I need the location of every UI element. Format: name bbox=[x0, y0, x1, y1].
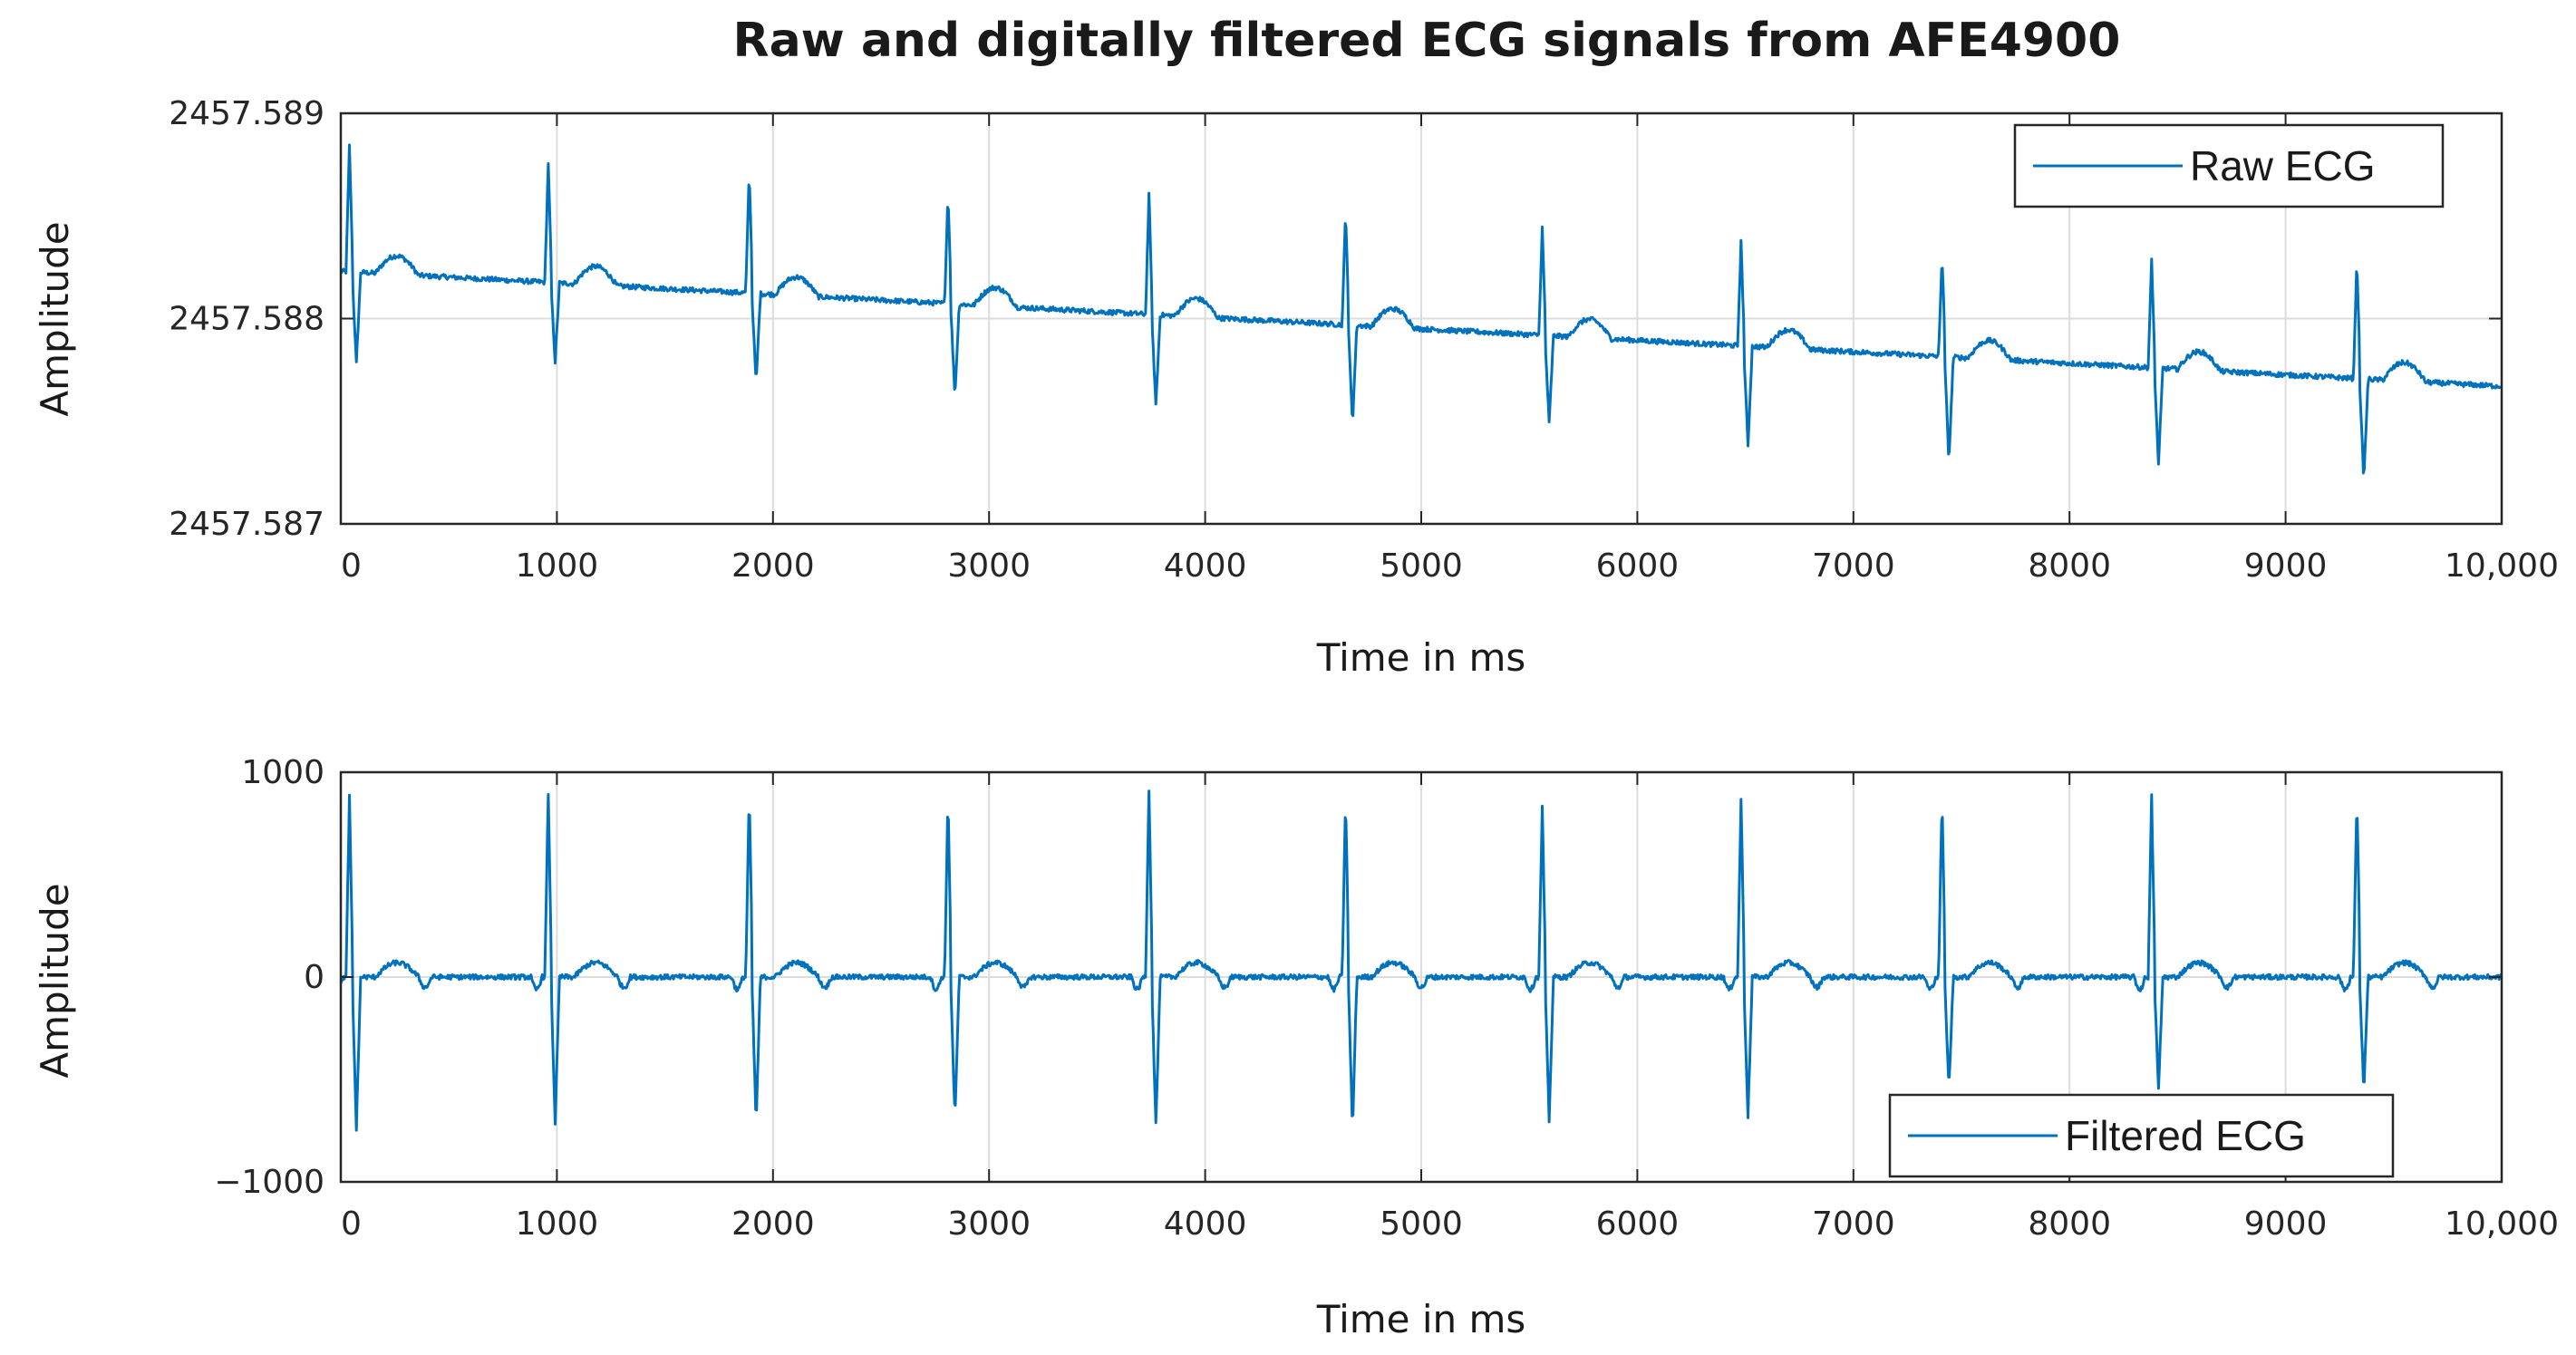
filtered-x-axis-label: Time in ms bbox=[1316, 1297, 1526, 1341]
filtered-y-axis-label: Amplitude bbox=[33, 883, 77, 1078]
raw-ecg-trace bbox=[339, 143, 2503, 475]
filtered-x-tick-label: 8000 bbox=[2028, 1205, 2111, 1243]
filtered-x-tick-label: 3000 bbox=[947, 1205, 1031, 1243]
raw-x-tick-label: 8000 bbox=[2028, 547, 2111, 585]
raw-y-tick-labels: 2457.587 2457.588 2457.589 bbox=[169, 95, 324, 543]
filtered-x-tick-label: 1000 bbox=[516, 1205, 599, 1243]
raw-legend: Raw ECG bbox=[2013, 123, 2445, 208]
raw-plot-frame bbox=[339, 111, 2503, 526]
filtered-y-tick-label: 1000 bbox=[241, 754, 324, 791]
filtered-x-tick-label: 7000 bbox=[1812, 1205, 1895, 1243]
raw-y-axis-label: Amplitude bbox=[33, 221, 77, 416]
filtered-x-tick-label: 2000 bbox=[731, 1205, 815, 1243]
raw-x-tick-labels: 0 1000 2000 3000 4000 5000 6000 7000 8000 9000 10,… bbox=[341, 547, 2559, 585]
raw-x-tick-label: 10,000 bbox=[2445, 547, 2559, 585]
raw-y-tick-label: 2457.587 bbox=[169, 506, 324, 543]
filtered-x-tick-label: 10,000 bbox=[2445, 1205, 2559, 1243]
filtered-plot-frame bbox=[339, 770, 2503, 1184]
filtered-y-tick-label: 0 bbox=[304, 959, 324, 996]
filtered-x-tick-label: 0 bbox=[341, 1205, 362, 1243]
raw-legend-label: Raw ECG bbox=[2190, 142, 2375, 189]
filtered-x-tick-label: 5000 bbox=[1380, 1205, 1463, 1243]
raw-ecg-plot: 2457.587 2457.588 2457.589 0 1000 2000 3000 40… bbox=[33, 95, 2559, 680]
raw-x-tick-label: 7000 bbox=[1812, 547, 1895, 585]
raw-x-tick-label: 1000 bbox=[516, 547, 599, 585]
filtered-x-tick-labels: 0 1000 2000 3000 4000 5000 6000 7000 8000 9000 10,… bbox=[341, 1205, 2559, 1243]
raw-x-tick-label: 2000 bbox=[731, 547, 815, 585]
filtered-y-tick-label: −1000 bbox=[214, 1164, 324, 1201]
filtered-ecg-trace bbox=[339, 789, 2503, 1132]
raw-x-tick-label: 0 bbox=[341, 547, 362, 585]
raw-y-tick-label: 2457.588 bbox=[169, 301, 324, 338]
raw-x-tick-label: 4000 bbox=[1164, 547, 1247, 585]
chart-title: Raw and digitally filtered ECG signals f… bbox=[733, 14, 2121, 68]
filtered-x-tick-label: 6000 bbox=[1596, 1205, 1680, 1243]
filtered-ecg-plot: −1000 0 1000 0 1000 2000 3000 4000 5000 6000 7000… bbox=[33, 754, 2559, 1341]
filtered-y-tick-labels: −1000 0 1000 bbox=[214, 754, 324, 1201]
raw-x-axis-label: Time in ms bbox=[1316, 635, 1526, 680]
raw-y-tick-label: 2457.589 bbox=[169, 95, 324, 132]
filtered-legend: Filtered ECG bbox=[1888, 1093, 2395, 1178]
filtered-x-tick-label: 9000 bbox=[2244, 1205, 2328, 1243]
filtered-x-tick-label: 4000 bbox=[1164, 1205, 1247, 1243]
filtered-legend-label: Filtered ECG bbox=[2065, 1112, 2306, 1159]
raw-x-tick-label: 9000 bbox=[2244, 547, 2328, 585]
raw-x-tick-label: 3000 bbox=[947, 547, 1031, 585]
raw-x-tick-label: 6000 bbox=[1596, 547, 1680, 585]
raw-x-tick-label: 5000 bbox=[1380, 547, 1463, 585]
